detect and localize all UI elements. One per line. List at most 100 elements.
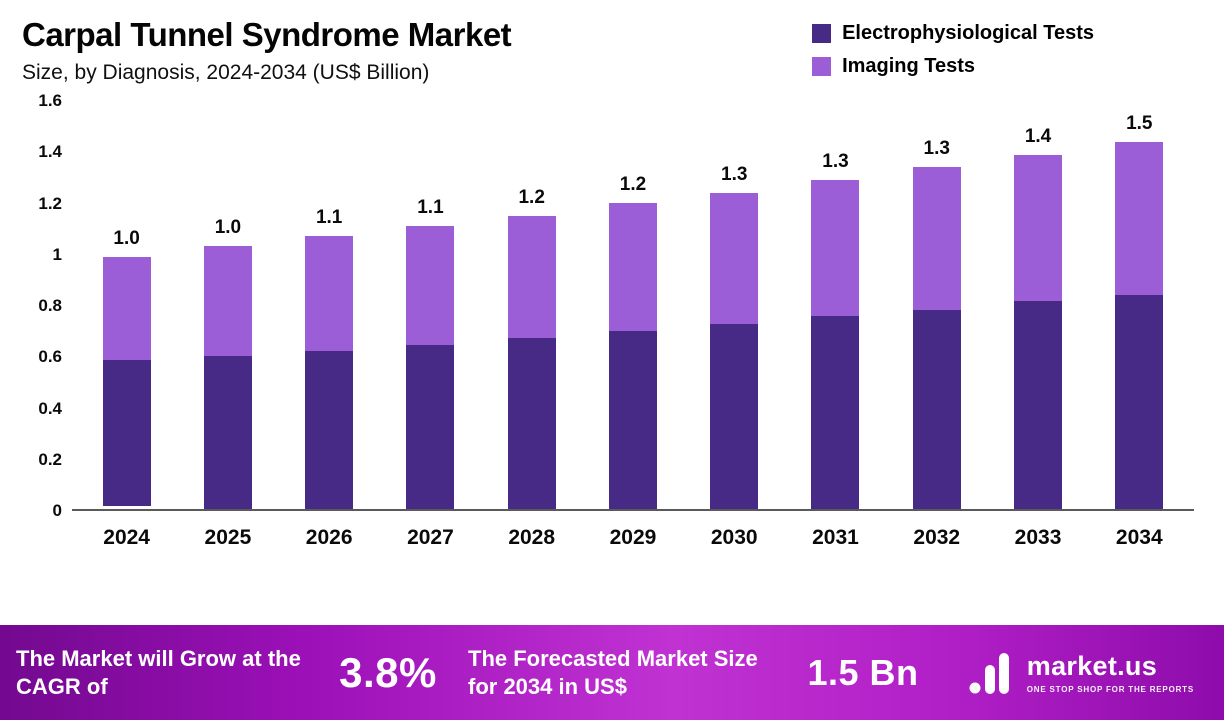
x-axis-label: 2030 xyxy=(710,526,758,549)
brand-text: market.us ONE STOP SHOP FOR THE REPORTS xyxy=(1027,651,1194,694)
bar-segment-electrophysiological xyxy=(608,330,657,509)
bar-segment-electrophysiological xyxy=(1115,294,1164,509)
x-axis-label: 2034 xyxy=(1115,526,1163,549)
x-axis-label: 2031 xyxy=(812,526,859,549)
x-axis-label: 2028 xyxy=(508,526,556,549)
footer-banner: The Market will Grow at the CAGR of 3.8%… xyxy=(0,625,1224,720)
bar-total-label: 1.1 xyxy=(417,196,444,218)
bar-segment-electrophysiological xyxy=(406,344,455,509)
bar-segment-imaging xyxy=(305,236,354,351)
x-axis: 2024 2025 2026 2027 2028 2029 2030 2031 2032 2033… xyxy=(72,511,1194,565)
bar-group: 1.5 xyxy=(1089,101,1190,509)
brand-tagline: ONE STOP SHOP FOR THE REPORTS xyxy=(1026,685,1194,694)
bar-segment-imaging xyxy=(507,215,556,339)
forecast-value: 1.5 Bn xyxy=(807,651,919,693)
brand-logo: market.us ONE STOP SHOP FOR THE REPORTS xyxy=(969,651,1202,695)
bar-stack xyxy=(710,192,759,509)
y-tick-label: 0.2 xyxy=(38,449,62,469)
bar-group: 1.3 xyxy=(684,101,785,509)
y-tick-label: 1.4 xyxy=(38,142,62,162)
x-axis-label: 2025 xyxy=(204,526,252,549)
bar-total-label: 1.3 xyxy=(721,163,748,185)
bar-group: 1.1 xyxy=(380,101,481,509)
bar-group: 1.0 xyxy=(76,101,177,509)
bar-stack xyxy=(1014,154,1063,509)
bar-stack xyxy=(811,180,860,509)
bar-segment-electrophysiological xyxy=(507,338,556,509)
bar-segment-electrophysiological xyxy=(305,350,354,509)
chart-header: Carpal Tunnel Syndrome Market Size, by D… xyxy=(22,16,1194,85)
bar-group: 1.3 xyxy=(785,101,886,509)
bar-segment-imaging xyxy=(811,180,860,317)
forecast-caption: The Forecasted Market Size for 2034 in U… xyxy=(468,646,758,699)
bar-group: 1.2 xyxy=(481,101,582,509)
bar-group: 1.3 xyxy=(886,101,987,509)
bar-segment-electrophysiological xyxy=(710,324,759,509)
y-tick-label: 1 xyxy=(52,244,62,264)
bar-stack xyxy=(507,215,556,509)
cagr-caption: The Market will Grow at the CAGR of xyxy=(16,646,301,699)
bar-stack xyxy=(102,256,151,509)
bar-group: 1.2 xyxy=(582,101,683,509)
bar-stack xyxy=(305,236,354,509)
bar-segment-electrophysiological xyxy=(811,316,860,509)
page-title: Carpal Tunnel Syndrome Market xyxy=(22,16,512,53)
y-tick-label: 0 xyxy=(52,501,62,520)
bar-stack xyxy=(912,167,961,509)
plot-area: 1.0 1.0 1.1 1.1 1.2 1.2 1.3 1.3 1.3 1.4 1.5 xyxy=(72,101,1194,511)
legend-label: Imaging Tests xyxy=(842,55,976,77)
legend-item-electrophysiological: Electrophysiological Tests xyxy=(812,22,1094,45)
cagr-value: 3.8% xyxy=(339,648,437,696)
bar-segment-electrophysiological xyxy=(1014,301,1063,509)
chart-legend: Electrophysiological Tests Imaging Tests xyxy=(812,22,1094,78)
bar-total-label: 1.2 xyxy=(619,174,647,195)
bar-segment-imaging xyxy=(406,225,455,345)
bar-total-label: 1.3 xyxy=(822,151,849,173)
x-axis-label: 2027 xyxy=(407,526,454,549)
x-axis-label: 2026 xyxy=(305,526,353,549)
bar-segment-imaging xyxy=(608,203,657,331)
x-axis-label: 2032 xyxy=(913,526,961,549)
brand-name: market.us xyxy=(1026,651,1158,681)
bar-stack xyxy=(1115,141,1164,509)
y-tick-label: 1.2 xyxy=(38,193,62,213)
bar-total-label: 1.1 xyxy=(315,207,343,229)
bar-segment-imaging xyxy=(912,167,961,311)
chart-card: Carpal Tunnel Syndrome Market Size, by D… xyxy=(22,16,1194,565)
bar-segment-imaging xyxy=(710,192,759,325)
legend-label: Electrophysiological Tests xyxy=(842,22,1094,44)
x-axis-label: 2024 xyxy=(103,526,150,549)
bar-total-label: 1.0 xyxy=(214,217,242,239)
legend-swatch xyxy=(812,57,832,76)
bar-segment-electrophysiological xyxy=(102,360,151,507)
bar-total-label: 1.3 xyxy=(923,138,950,160)
bar-total-label: 1.0 xyxy=(113,227,140,249)
bar-group: 1.0 xyxy=(177,101,278,509)
bar-group: 1.4 xyxy=(987,101,1088,509)
bar-stack xyxy=(203,246,252,509)
bar-total-label: 1.5 xyxy=(1126,112,1153,134)
bar-segment-imaging xyxy=(1115,141,1164,295)
legend-item-imaging: Imaging Tests xyxy=(812,55,1094,78)
bar-stack xyxy=(406,225,455,509)
x-axis-label: 2033 xyxy=(1014,526,1062,549)
y-tick-label: 0.4 xyxy=(38,398,62,418)
bar-segment-imaging xyxy=(1014,154,1063,302)
y-tick-label: 0.8 xyxy=(38,296,62,315)
page-subtitle: Size, by Diagnosis, 2024-2034 (US$ Billi… xyxy=(22,61,430,84)
bar-segment-imaging xyxy=(102,256,151,361)
bar-total-label: 1.2 xyxy=(518,186,545,208)
legend-swatch xyxy=(812,24,832,43)
chart-area: 1.6 1.4 1.2 1 0.8 0.6 0.4 0.2 0 1.0 1.0 1.1 1.1 1.2 1… xyxy=(22,91,1194,565)
bar-group: 1.1 xyxy=(279,101,380,509)
bar-stack xyxy=(608,203,657,509)
bar-total-label: 1.4 xyxy=(1024,125,1052,147)
bar-segment-electrophysiological xyxy=(912,310,961,509)
bar-segment-electrophysiological xyxy=(203,356,252,509)
y-axis: 1.6 1.4 1.2 1 0.8 0.6 0.4 0.2 0 xyxy=(22,91,72,520)
y-tick-label: 0.6 xyxy=(38,347,62,367)
brand-logo-icon xyxy=(969,652,1009,694)
title-block: Carpal Tunnel Syndrome Market Size, by D… xyxy=(22,16,512,85)
y-tick-label: 1.6 xyxy=(38,91,62,110)
